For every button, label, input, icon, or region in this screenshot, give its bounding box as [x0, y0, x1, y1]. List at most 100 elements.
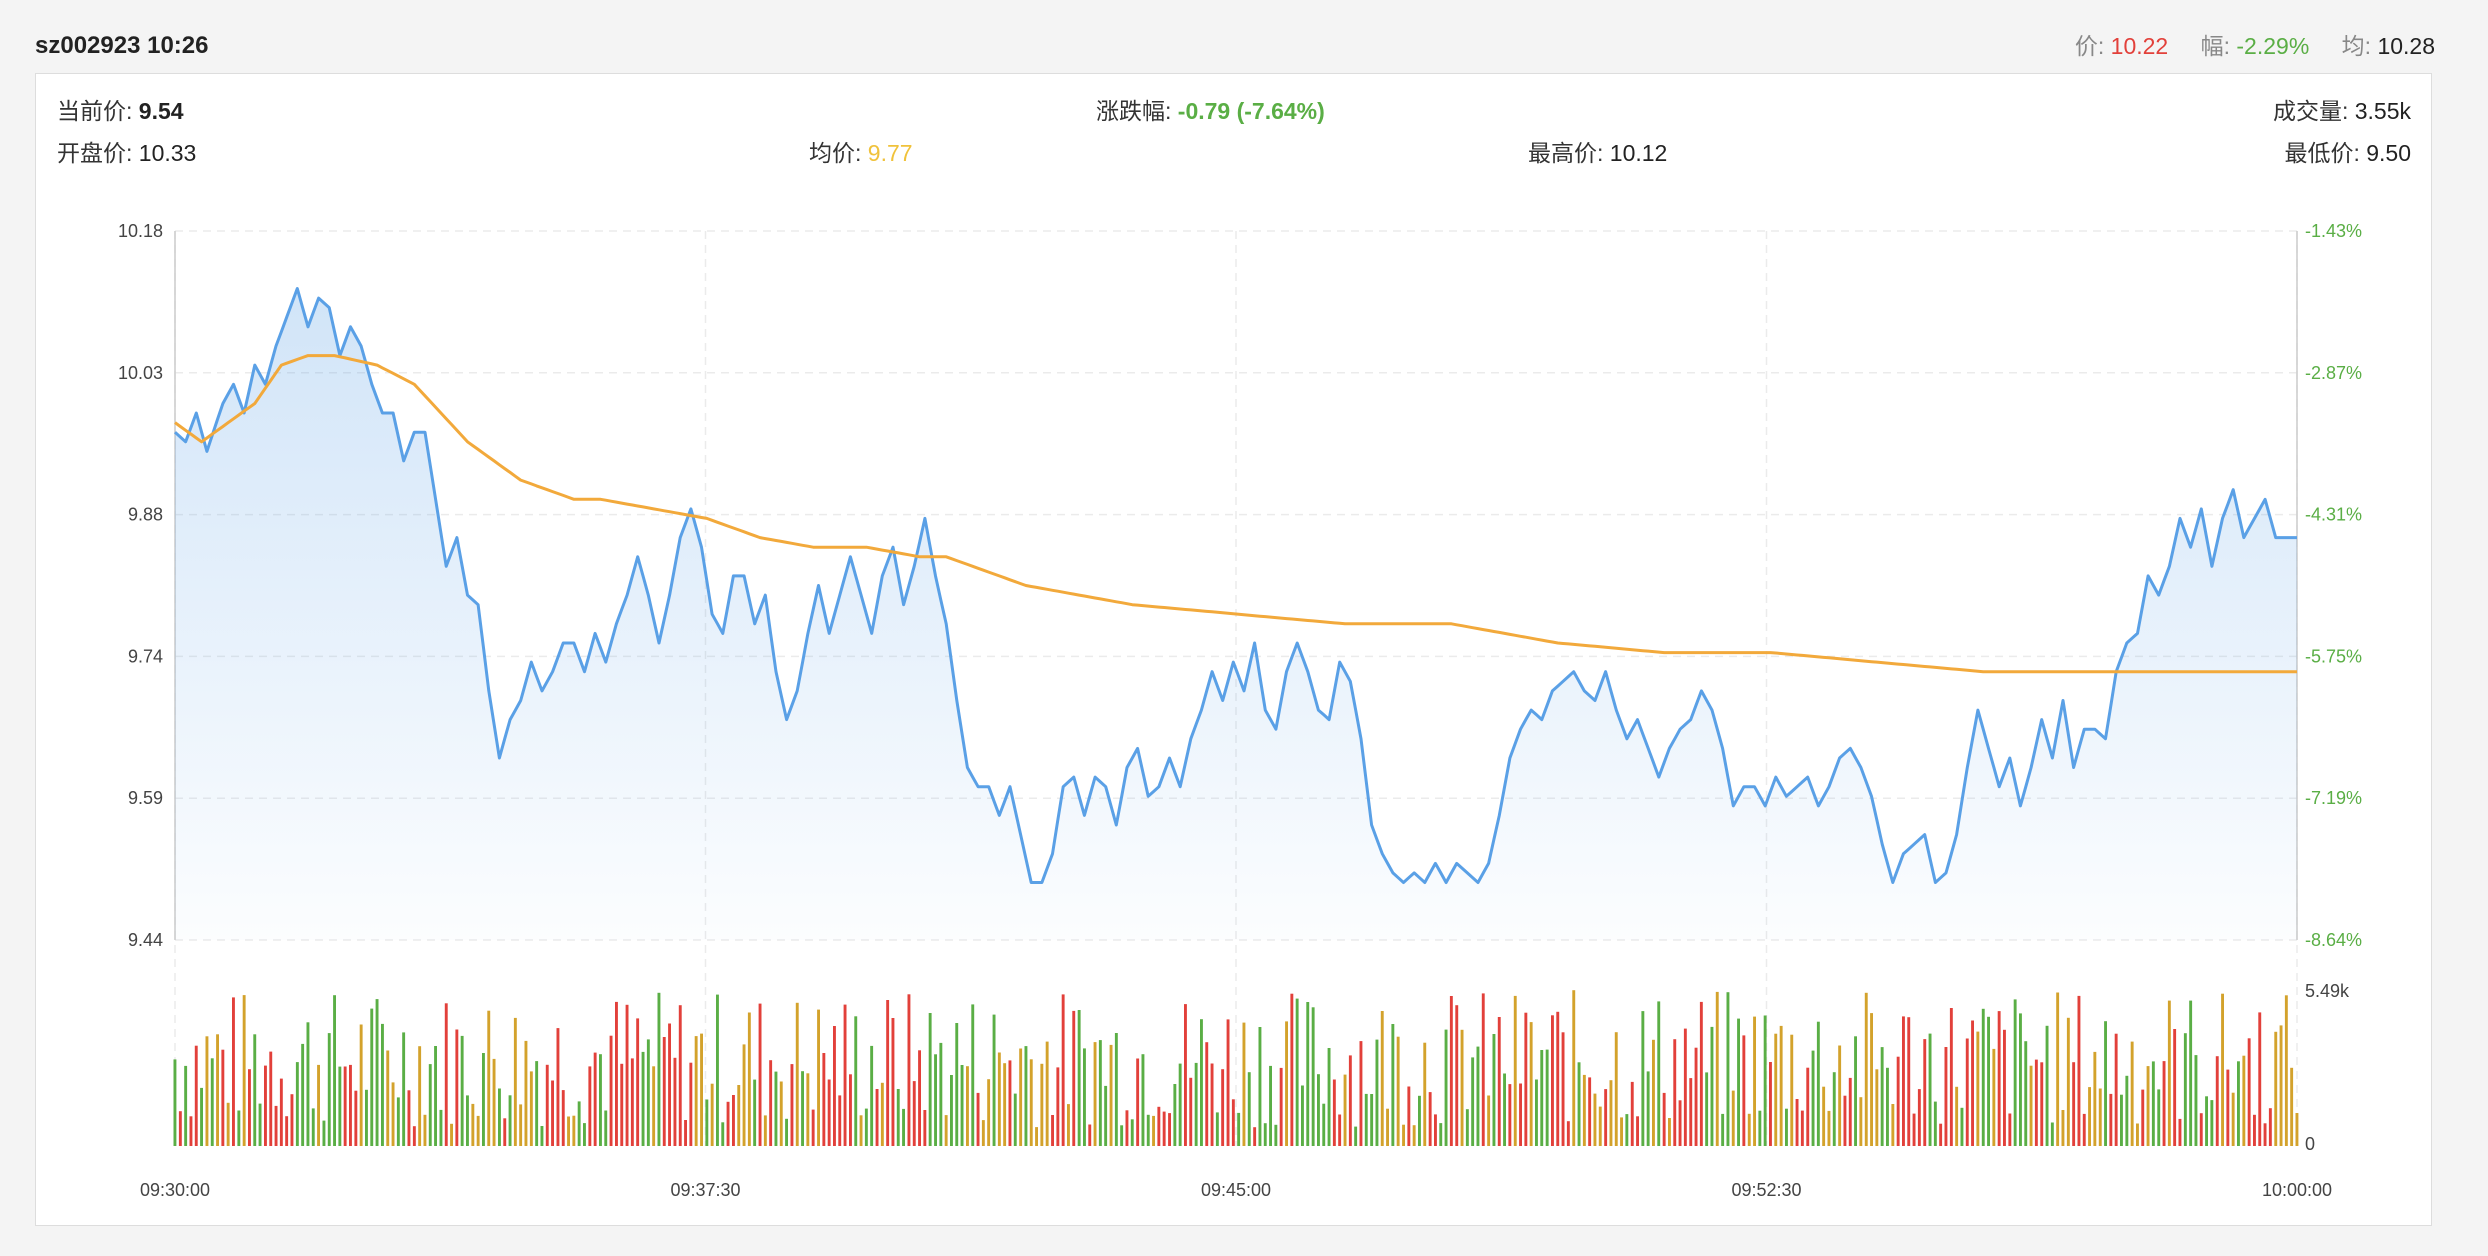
volume-bar [1215, 1112, 1219, 1146]
volume-value: 3.55k [2354, 98, 2411, 124]
volume-bar [997, 1052, 1001, 1146]
volume-bar [1476, 1046, 1480, 1146]
volume-bar [1380, 1011, 1384, 1146]
volume-bar [694, 1036, 698, 1146]
volume-bar [1731, 1090, 1735, 1146]
open-price-value: 10.33 [138, 140, 197, 166]
volume-bar [402, 1032, 406, 1146]
volume-bar [1705, 1072, 1709, 1146]
volume-bar [439, 1109, 443, 1146]
volume-bar [1917, 1089, 1921, 1146]
volume-bar [838, 1095, 842, 1146]
volume-bar [588, 1066, 592, 1146]
volume-bar [551, 1080, 554, 1146]
volume-bar [1237, 1112, 1241, 1146]
volume-max-label: 5.49k [2305, 981, 2350, 1001]
volume-bar [2183, 1033, 2187, 1146]
volume-bar [1253, 1127, 1257, 1146]
open-price-label: 开盘价 [57, 140, 126, 166]
volume-bar [349, 1064, 352, 1146]
volume-bar [615, 1001, 618, 1146]
volume: 成交量: 3.55k [2272, 98, 2411, 124]
volume-bar [1045, 1041, 1049, 1146]
intraday-chart: 10.18 -1.43% 10.03 -2.87% 9.88 -4.31% 9.74 -5.7… [118, 221, 2362, 1200]
volume-bar [1556, 1011, 1560, 1146]
volume-bar [2019, 1013, 2022, 1146]
volume-bar [1306, 1002, 1310, 1146]
volume-bar [1497, 1017, 1501, 1146]
volume-bar [1173, 1084, 1177, 1146]
y2-tick-label: -5.75% [2305, 646, 2362, 666]
volume-bar [1104, 1085, 1108, 1146]
volume-bar [1790, 1034, 1794, 1146]
volume-bar [2061, 1110, 2065, 1146]
volume-bar [1072, 1010, 1076, 1146]
volume-bar [583, 1123, 586, 1146]
volume-bar [189, 1116, 193, 1146]
volume-bar [1434, 1114, 1437, 1146]
volume-bar [774, 1071, 778, 1146]
volume-bar [1816, 1021, 1820, 1146]
volume-bar [1758, 1110, 1762, 1146]
volume-bar [1822, 1086, 1826, 1146]
volume-bar [561, 1090, 565, 1146]
volume-bar [1168, 1113, 1171, 1146]
volume-bar [1668, 1118, 1671, 1146]
volume-bar [567, 1116, 570, 1146]
volume-bar [1019, 1048, 1023, 1146]
volume-bar [1609, 1080, 1613, 1146]
volume-bar [1614, 1032, 1618, 1146]
volume-bar [1864, 992, 1868, 1146]
volume-bar [2151, 1061, 2155, 1146]
volume-bar [1311, 1007, 1315, 1146]
volume-bar [1481, 993, 1485, 1146]
volume-bar [912, 1081, 916, 1146]
high-price-label: 最高价 [1528, 140, 1597, 166]
volume-bar [2210, 1100, 2214, 1146]
volume-bar [343, 1066, 347, 1146]
volume-bar [705, 1099, 709, 1146]
volume-bar [1646, 1071, 1650, 1146]
volume-bar [253, 1034, 257, 1146]
volume-bar [657, 992, 661, 1146]
volume-bar [981, 1120, 985, 1146]
volume-bar [955, 1023, 959, 1146]
volume-bar [359, 1024, 363, 1146]
volume-bar [205, 1036, 209, 1146]
volume-bar [178, 1111, 182, 1146]
volume-bar [1721, 1113, 1725, 1146]
volume-bar [1519, 1083, 1522, 1146]
volume-bar [2226, 1069, 2230, 1146]
volume-bar [790, 1064, 794, 1146]
volume-bar [423, 1114, 427, 1146]
volume-bar [327, 1033, 331, 1146]
volume-bar [795, 1002, 799, 1146]
volume-bar [2104, 1021, 2107, 1146]
volume-bar [1529, 1022, 1533, 1146]
volume-bar [1258, 1027, 1262, 1146]
volume-bar [1535, 1079, 1538, 1146]
volume-bar [1024, 1046, 1028, 1146]
y-tick-label: 9.44 [128, 930, 163, 950]
volume-bar [194, 1045, 198, 1146]
volume-bar [428, 1064, 432, 1146]
volume-bar [2066, 1017, 2070, 1146]
amplitude-value: -2.29% [2236, 33, 2310, 59]
volume-bar [1040, 1063, 1044, 1146]
volume-bar [2077, 995, 2081, 1146]
volume-bar [269, 1051, 273, 1146]
volume-bar [1987, 1016, 1990, 1146]
volume-bar [1189, 1077, 1193, 1146]
volume-bar [1364, 1093, 1368, 1146]
volume-bar [1588, 1077, 1592, 1146]
volume-bar [923, 1110, 927, 1146]
volume-bar [1508, 1084, 1512, 1146]
volume-bar [1593, 1093, 1597, 1146]
volume-bar [1971, 1020, 1974, 1146]
volume-bar [737, 1085, 741, 1146]
volume-bar [1753, 1016, 1756, 1146]
volume-bar [1811, 1050, 1815, 1146]
volume-bar [1120, 1125, 1124, 1146]
volume-bar [896, 1089, 900, 1146]
volume-bar [1524, 1012, 1528, 1146]
